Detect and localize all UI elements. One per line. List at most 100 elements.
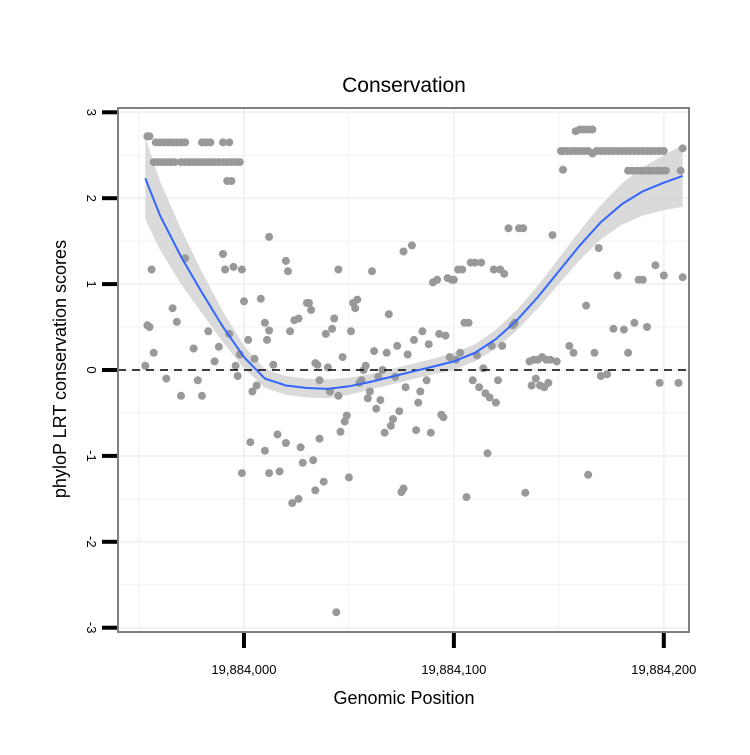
data-point — [284, 267, 292, 276]
data-point — [435, 329, 444, 338]
data-point — [145, 323, 154, 331]
data-point — [269, 360, 278, 369]
data-point — [250, 354, 259, 363]
data-point — [483, 449, 492, 458]
data-point — [491, 398, 500, 407]
data-point — [412, 426, 421, 435]
data-point — [189, 344, 198, 353]
data-point — [305, 299, 313, 307]
data-point — [281, 439, 290, 447]
data-point — [319, 477, 328, 486]
data-point — [181, 138, 190, 147]
panel-frame-layer — [117, 107, 690, 633]
data-point — [521, 488, 530, 497]
data-point — [237, 469, 246, 478]
data-point — [172, 317, 181, 326]
data-point — [395, 407, 404, 416]
data-point — [376, 396, 385, 405]
data-point — [565, 341, 574, 350]
data-point — [240, 297, 248, 306]
data-point — [424, 340, 433, 349]
data-point — [603, 370, 612, 379]
data-point — [330, 314, 339, 323]
data-point — [619, 325, 628, 334]
data-point — [527, 381, 536, 390]
y-tick-label: 2 — [84, 195, 99, 202]
data-point — [389, 415, 397, 423]
data-point — [439, 413, 448, 422]
data-point — [609, 324, 618, 333]
y-tick-label: 0 — [84, 366, 99, 373]
data-point — [351, 304, 360, 313]
data-point — [378, 366, 387, 374]
data-point — [582, 301, 591, 310]
data-point — [307, 305, 316, 314]
data-point — [590, 348, 599, 357]
y-tick-label: -1 — [84, 450, 99, 462]
x-axis-title: Genomic Position — [333, 688, 474, 708]
data-point — [584, 470, 593, 479]
data-point — [313, 360, 322, 369]
data-point — [464, 318, 473, 327]
data-point — [237, 265, 246, 274]
data-point — [275, 467, 284, 476]
y-axis-title: phyloP LRT conservation scores — [50, 240, 70, 498]
data-point — [655, 378, 664, 387]
y-tick-label: 1 — [84, 280, 99, 287]
data-point — [219, 250, 227, 258]
data-point — [168, 304, 177, 313]
data-point — [638, 275, 647, 284]
data-point — [265, 326, 274, 335]
data-point — [273, 430, 282, 439]
smooth-line-layer — [144, 174, 684, 390]
data-point — [193, 376, 202, 385]
data-point — [596, 372, 605, 380]
y-tick-label: -2 — [84, 536, 99, 548]
data-point — [214, 342, 223, 351]
data-point — [418, 327, 427, 336]
data-point — [456, 348, 465, 357]
data-point — [260, 318, 269, 327]
y-tick-label: -3 — [84, 622, 99, 634]
data-point — [498, 341, 507, 350]
data-point — [227, 177, 236, 185]
data-point — [559, 165, 567, 174]
data-point — [449, 275, 458, 284]
x-tick-label: 19,884,100 — [421, 662, 486, 677]
data-point — [260, 446, 269, 455]
data-point — [407, 241, 416, 250]
data-point — [338, 353, 347, 362]
data-point — [344, 473, 353, 482]
data-point — [477, 258, 486, 267]
chart-title: Conservation — [342, 74, 466, 97]
data-point — [365, 387, 374, 396]
data-point — [231, 361, 240, 370]
data-point — [494, 376, 502, 385]
data-point — [569, 348, 578, 357]
data-point — [445, 353, 454, 362]
data-point — [334, 265, 343, 274]
data-point — [485, 393, 494, 402]
data-point — [221, 265, 230, 274]
smooth-trend-line — [144, 174, 684, 390]
data-point — [470, 258, 479, 267]
data-point — [380, 428, 389, 437]
data-point — [363, 394, 372, 403]
data-point — [500, 269, 509, 278]
y-tick-label: 3 — [84, 109, 99, 116]
data-point — [334, 391, 343, 400]
data-point — [433, 275, 442, 284]
data-point — [206, 138, 215, 147]
data-point — [147, 265, 156, 274]
data-point — [544, 378, 553, 387]
data-point — [630, 318, 639, 327]
data-point — [235, 158, 244, 167]
data-point — [678, 273, 687, 282]
data-point — [340, 417, 349, 426]
data-point — [475, 383, 484, 392]
data-point — [298, 458, 307, 467]
data-point — [315, 434, 324, 443]
data-point — [368, 267, 376, 276]
data-point — [594, 244, 603, 252]
data-point — [441, 331, 450, 340]
